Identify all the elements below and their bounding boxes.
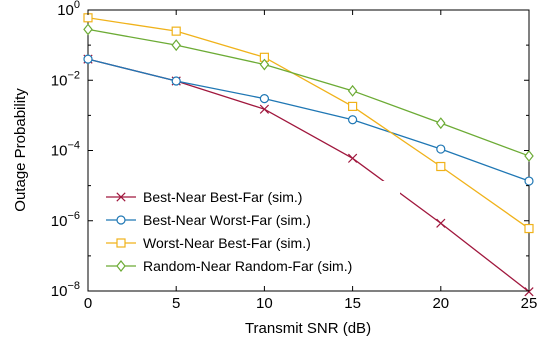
- legend-marker: [116, 238, 126, 248]
- x-tick-label: 25: [521, 295, 538, 312]
- legend-entry: Best-Near Best-Far (sim.): [106, 189, 302, 205]
- data-point: [524, 176, 534, 186]
- data-point: [524, 223, 534, 234]
- data-point: [436, 117, 446, 130]
- data-point: [347, 153, 358, 163]
- data-point: [524, 149, 534, 162]
- x-tick-label: 5: [172, 295, 180, 312]
- legend-label: Random-Near Random-Far (sim.): [143, 258, 352, 274]
- data-point: [524, 287, 534, 297]
- legend-box: [100, 181, 400, 280]
- series-2: [83, 54, 534, 186]
- ticks-layer: 0 5 10 15 20 25 100 10−2 10−4 10−6 10−8: [51, 0, 538, 312]
- data-point: [436, 144, 446, 154]
- x-tick-label: 0: [84, 295, 92, 312]
- y-tick-label: 10−6: [51, 210, 80, 230]
- legend-entry: Random-Near Random-Far (sim.): [106, 258, 352, 274]
- y-tick-label: 10−8: [51, 280, 80, 300]
- x-tick-label: 20: [432, 295, 449, 312]
- data-point: [171, 39, 181, 52]
- legend: Best-Near Best-Far (sim.) Best-Near Worst…: [100, 181, 400, 280]
- data-point: [259, 94, 269, 104]
- y-tick-label: 10−2: [51, 69, 80, 89]
- series-4: [83, 23, 534, 162]
- data-point: [171, 26, 181, 36]
- x-axis-label: Transmit SNR (dB): [245, 320, 371, 337]
- legend-marker: [116, 192, 126, 202]
- series-3: [83, 13, 534, 234]
- x-tick-label: 15: [344, 295, 361, 312]
- legend-marker: [116, 260, 126, 272]
- y-axis-label: Outage Probability: [12, 88, 29, 212]
- y-tick-label: 10−4: [51, 140, 80, 160]
- data-point: [259, 58, 270, 71]
- data-point: [259, 104, 270, 114]
- data-point: [436, 161, 446, 172]
- x-tick-label: 10: [256, 295, 273, 312]
- legend-marker: [116, 215, 126, 225]
- series-layer: [83, 13, 534, 297]
- legend-label: Best-Near Worst-Far (sim.): [143, 212, 311, 228]
- data-point: [83, 23, 93, 36]
- data-point: [171, 76, 181, 86]
- data-point: [348, 115, 358, 125]
- y-tick-label: 100: [57, 0, 80, 19]
- legend-label: Best-Near Best-Far (sim.): [143, 189, 302, 205]
- legend-entry: Best-Near Worst-Far (sim.): [106, 212, 311, 228]
- data-point: [83, 54, 93, 64]
- data-point: [436, 218, 446, 228]
- legend-entry: Worst-Near Best-Far (sim.): [106, 235, 311, 251]
- series-line: [87, 58, 530, 182]
- series-line: [87, 17, 530, 230]
- legend-label: Worst-Near Best-Far (sim.): [143, 235, 311, 251]
- data-point: [348, 101, 358, 112]
- data-point: [347, 84, 358, 97]
- series-line: [87, 28, 530, 157]
